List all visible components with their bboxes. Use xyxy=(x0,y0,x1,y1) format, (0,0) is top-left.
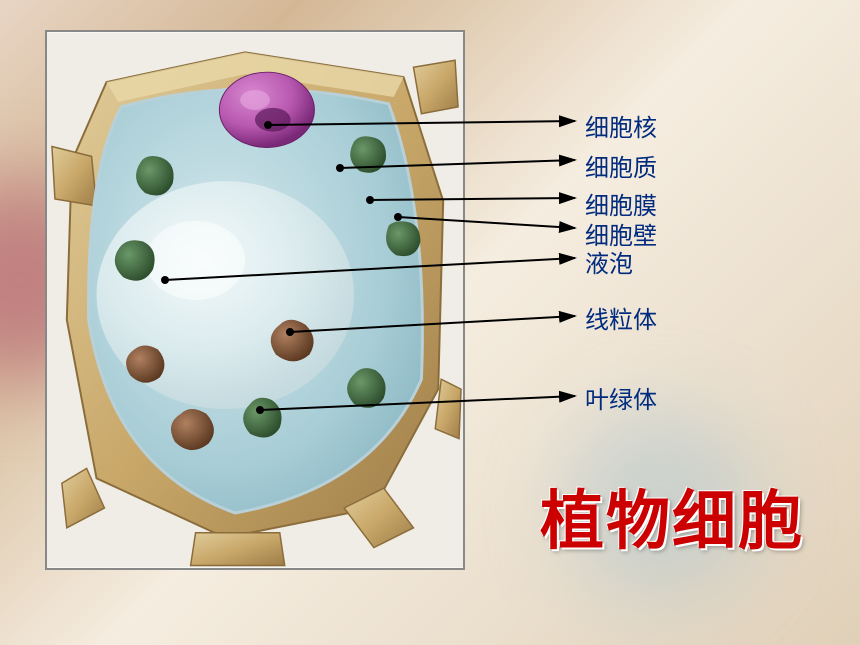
diagram-title: 植物细胞 xyxy=(540,470,804,562)
cell-diagram xyxy=(45,30,465,570)
label-cytoplasm: 细胞质 xyxy=(585,148,657,183)
plant-cell-svg xyxy=(47,32,463,568)
label-nucleus: 细胞核 xyxy=(585,108,657,143)
label-chloroplast: 叶绿体 xyxy=(585,380,657,415)
label-vacuole: 液泡 xyxy=(585,244,633,279)
label-mitochondria: 线粒体 xyxy=(585,300,657,335)
